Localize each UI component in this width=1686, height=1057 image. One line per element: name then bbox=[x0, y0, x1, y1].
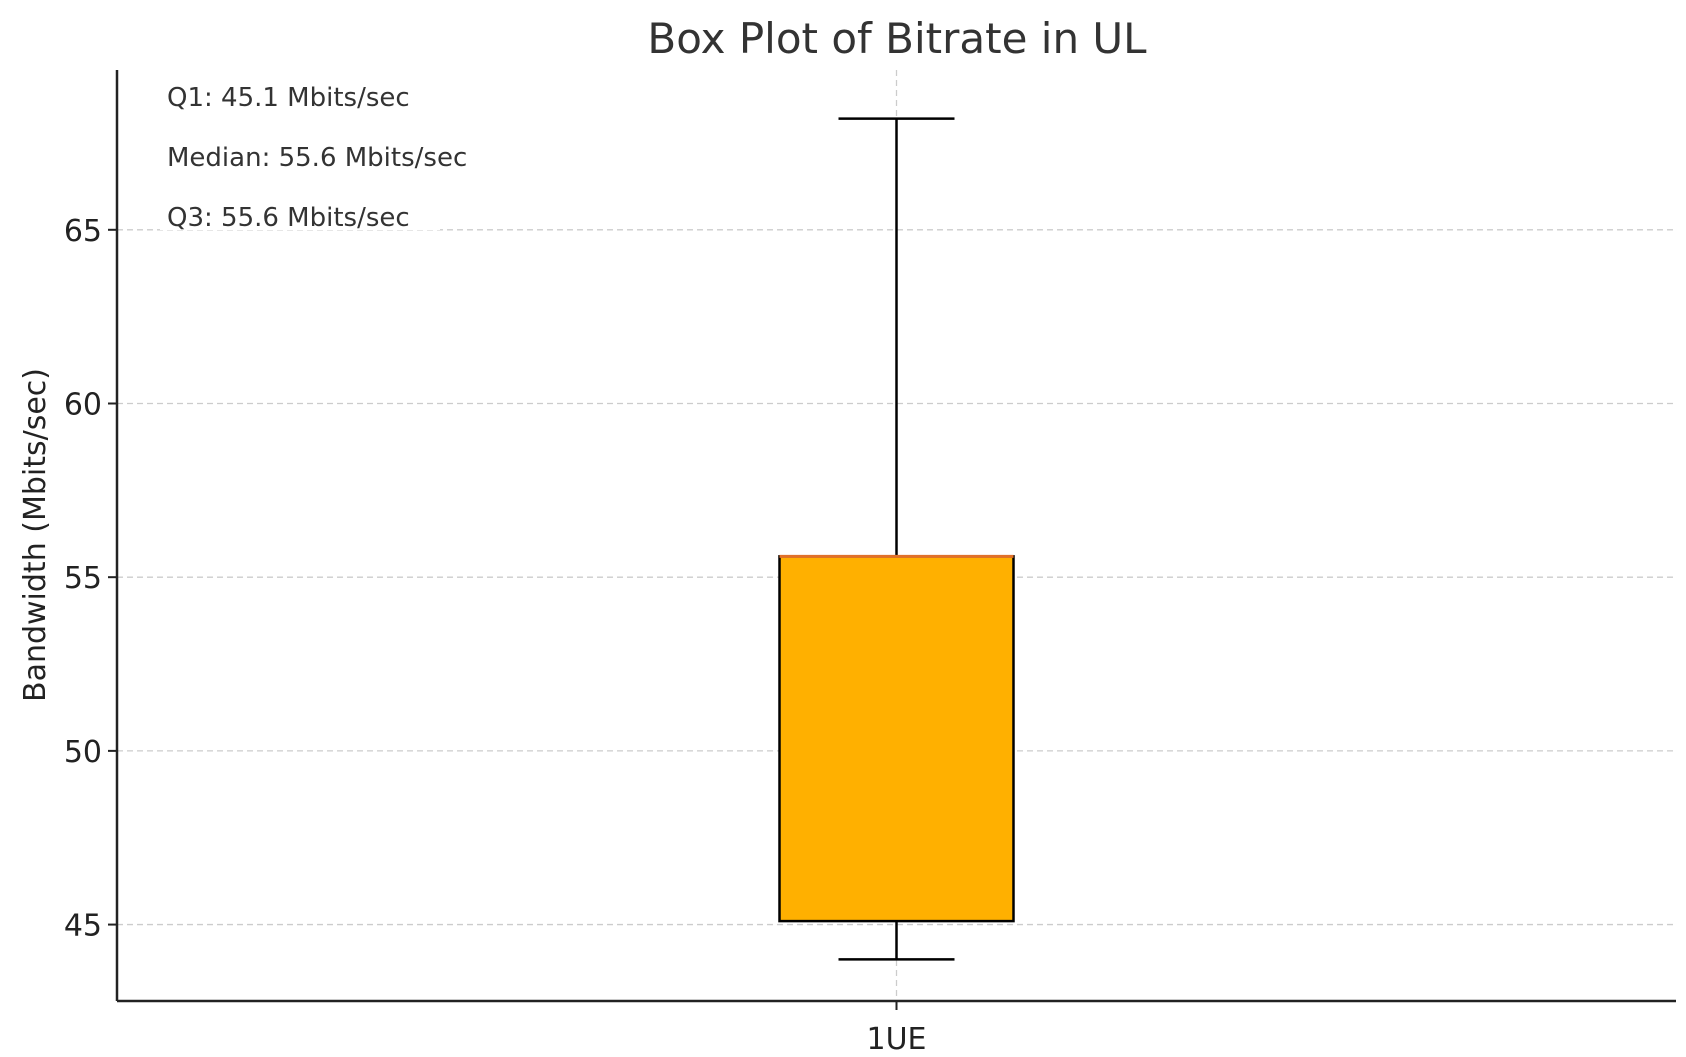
y-tick-label: 65 bbox=[64, 214, 102, 249]
iqr-box bbox=[778, 555, 1015, 923]
y-tick-label: 55 bbox=[64, 561, 102, 596]
y-tick-label: 60 bbox=[64, 387, 102, 422]
box-series bbox=[778, 117, 1015, 961]
y-tick-label: 50 bbox=[64, 735, 102, 770]
annotation-bg bbox=[160, 132, 500, 170]
annotation-bg bbox=[160, 192, 440, 230]
annotation-q3: Q3: 55.6 Mbits/sec bbox=[167, 203, 410, 233]
x-axis-ticks: 1UE bbox=[867, 1001, 927, 1057]
annotation-median: Median: 55.6 Mbits/sec bbox=[167, 143, 467, 173]
stats-annotations: Q1: 45.1 Mbits/sec Median: 55.6 Mbits/se… bbox=[160, 72, 500, 233]
y-axis-label: Bandwidth (Mbits/sec) bbox=[18, 368, 53, 702]
y-tick-label: 45 bbox=[64, 909, 102, 944]
y-axis-ticks: 45 50 55 60 65 bbox=[64, 214, 117, 944]
x-tick-label: 1UE bbox=[867, 1022, 927, 1057]
annotation-bg bbox=[160, 72, 500, 110]
annotation-q1: Q1: 45.1 Mbits/sec bbox=[167, 83, 410, 113]
chart-title: Box Plot of Bitrate in UL bbox=[647, 14, 1147, 63]
